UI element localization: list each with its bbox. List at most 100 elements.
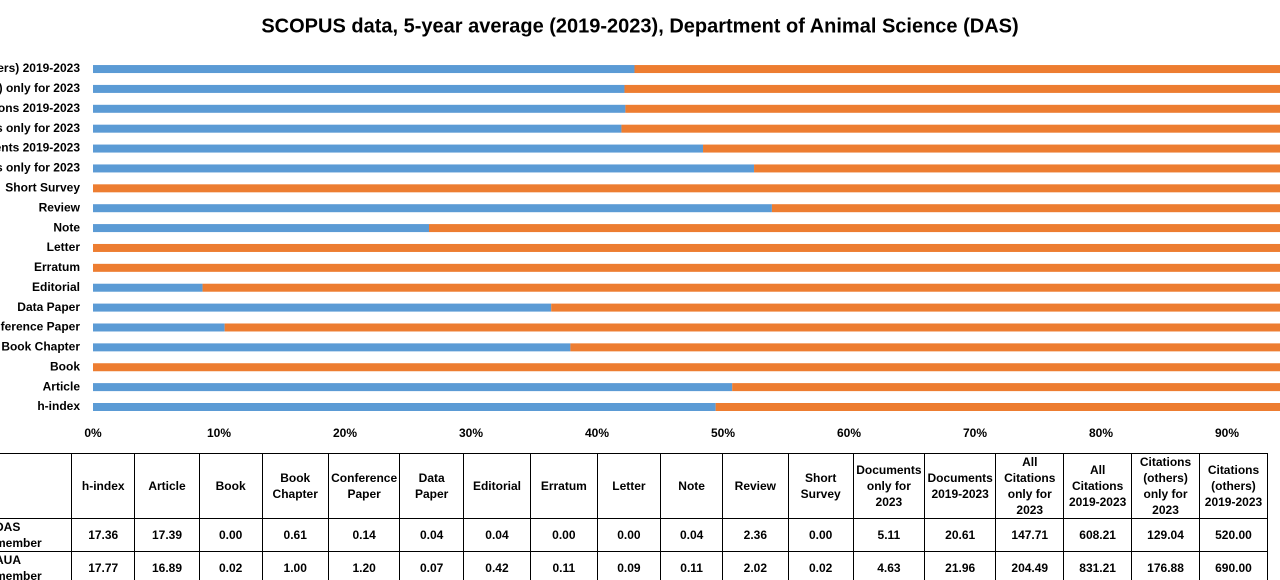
value-cell: 0.04 [399, 518, 464, 552]
table-row: DAS member17.3617.390.000.610.140.040.04… [0, 518, 1269, 552]
column-header: Editorial [462, 453, 532, 519]
bar-segment [202, 283, 1280, 292]
x-tick-label: 80% [1089, 426, 1113, 440]
value-cell: 0.00 [530, 518, 598, 552]
bar-segment [93, 65, 635, 74]
bar-segment [703, 144, 1280, 153]
value-cell: 0.04 [462, 518, 532, 552]
bar-segment [93, 383, 733, 392]
x-tick-label: 30% [459, 426, 483, 440]
y-tick-label: Data Paper [17, 300, 80, 314]
chart-title: SCOPUS data, 5-year average (2019-2023),… [261, 15, 1018, 37]
bar-segment [634, 65, 1280, 74]
x-tick-label: 90% [1215, 426, 1239, 440]
value-cell: 129.04 [1131, 518, 1200, 552]
value-cell: 0.00 [596, 518, 662, 552]
bar-segment [93, 84, 625, 93]
value-cell: 17.77 [71, 551, 136, 580]
bar-segment [93, 263, 1280, 272]
value-cell: 608.21 [1063, 518, 1133, 552]
row-header: DAS member [0, 518, 73, 552]
x-tick-label: 60% [837, 426, 861, 440]
y-tick-label: Book [50, 359, 80, 373]
value-cell: 0.00 [787, 518, 854, 552]
column-header: Citations (others) only for 2023 [1131, 453, 1200, 519]
bar-segment [93, 243, 1280, 252]
value-cell: 1.20 [327, 551, 401, 580]
column-header: Article [134, 453, 200, 519]
y-tick-label: Conference Paper [0, 320, 80, 334]
bar-segment [771, 204, 1280, 213]
bar-segment [715, 403, 1280, 411]
bar-segment [93, 144, 704, 153]
bar-segment [551, 303, 1280, 312]
y-tick-label: Book Chapter [1, 340, 80, 354]
value-cell: 17.36 [71, 518, 136, 552]
y-tick-label: Article [43, 379, 81, 393]
column-header: h-index [71, 453, 136, 519]
value-cell: 0.00 [198, 518, 263, 552]
bar-segment [93, 363, 1280, 372]
x-tick-label: 20% [333, 426, 357, 440]
value-cell: 1.00 [261, 551, 329, 580]
value-cell: 690.00 [1198, 551, 1269, 580]
value-cell: 831.21 [1063, 551, 1133, 580]
x-tick-label: 50% [711, 426, 735, 440]
bar-segment [93, 224, 429, 233]
value-cell: 2.36 [722, 518, 789, 552]
y-tick-label: Note [53, 220, 80, 234]
value-cell: 0.02 [198, 551, 263, 580]
bar-segment [93, 184, 1280, 193]
bar-segment [93, 303, 552, 312]
y-tick-label: Erratum [34, 260, 80, 274]
x-tick-label: 70% [963, 426, 987, 440]
table-header: h-index Article Book Book Chapter Conference… [0, 453, 1269, 519]
bar-segment [93, 403, 716, 411]
value-cell: 17.39 [134, 518, 200, 552]
y-tick-label: Documents 2019-2023 [0, 141, 80, 155]
bar-segment [624, 84, 1280, 93]
column-header: Documents 2019-2023 [924, 453, 997, 519]
y-tick-label: Citations (others) only for 2023 [0, 81, 80, 95]
column-header: Review [722, 453, 789, 519]
column-header: Letter [596, 453, 662, 519]
value-cell: 21.96 [924, 551, 997, 580]
column-header: All Citations only for 2023 [995, 453, 1065, 519]
x-tick-label: 10% [207, 426, 231, 440]
column-header: Short Survey [787, 453, 854, 519]
value-cell: 2.02 [722, 551, 789, 580]
value-cell: 520.00 [1198, 518, 1269, 552]
value-cell: 20.61 [924, 518, 997, 552]
value-cell: 176.88 [1131, 551, 1200, 580]
bar-segment [93, 164, 755, 173]
value-cell: 0.14 [327, 518, 401, 552]
bar-segment [93, 204, 772, 213]
value-cell: 147.71 [995, 518, 1065, 552]
y-tick-label: h-index [37, 399, 80, 413]
x-tick-label: 40% [585, 426, 609, 440]
bar-segment [732, 383, 1280, 392]
column-header: Conference Paper [327, 453, 401, 519]
x-tick-label: 0% [84, 426, 102, 440]
bar-segment [93, 104, 626, 113]
value-cell: 0.09 [596, 551, 662, 580]
column-header: Documents only for 2023 [852, 453, 926, 519]
bar-segment [93, 343, 571, 352]
value-cell: 5.11 [852, 518, 926, 552]
bar-segment [429, 224, 1280, 233]
bar-segment [93, 124, 622, 133]
column-header: Erratum [530, 453, 598, 519]
bar-segment [621, 124, 1280, 133]
y-tick-label: All Citations only for 2023 [0, 121, 80, 135]
bar-segment [93, 323, 225, 332]
y-tick-label: Review [39, 200, 81, 214]
value-cell: 0.42 [462, 551, 532, 580]
column-header: Book [198, 453, 263, 519]
bar-segment [570, 343, 1280, 352]
y-tick-label: Documents only for 2023 [0, 161, 80, 175]
value-cell: 0.07 [399, 551, 464, 580]
bar-segment [224, 323, 1280, 332]
data-table: h-index Article Book Book Chapter Conference… [0, 453, 1269, 580]
value-cell: 16.89 [134, 551, 200, 580]
value-cell: 0.04 [660, 518, 724, 552]
